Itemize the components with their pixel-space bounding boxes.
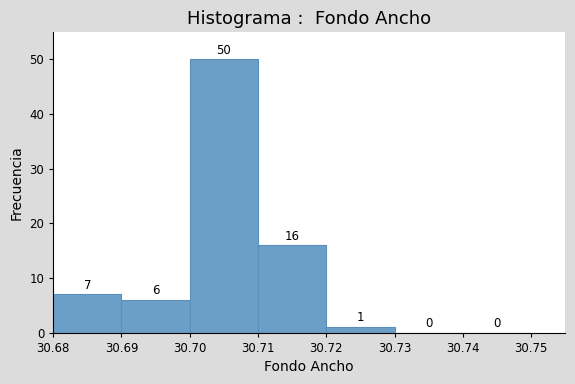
Text: 6: 6 — [152, 284, 159, 297]
Bar — [258, 245, 326, 333]
Text: 7: 7 — [83, 279, 91, 292]
Text: 16: 16 — [285, 230, 300, 243]
Bar — [190, 60, 258, 333]
Text: 0: 0 — [493, 317, 501, 330]
Title: Histograma :  Fondo Ancho: Histograma : Fondo Ancho — [187, 10, 431, 28]
Bar — [121, 300, 190, 333]
Bar — [326, 327, 394, 333]
Text: 50: 50 — [217, 44, 231, 57]
Text: 0: 0 — [425, 317, 432, 330]
X-axis label: Fondo Ancho: Fondo Ancho — [264, 360, 354, 374]
Bar — [53, 295, 121, 333]
Y-axis label: Frecuencia: Frecuencia — [10, 145, 24, 220]
Text: 1: 1 — [356, 311, 364, 324]
